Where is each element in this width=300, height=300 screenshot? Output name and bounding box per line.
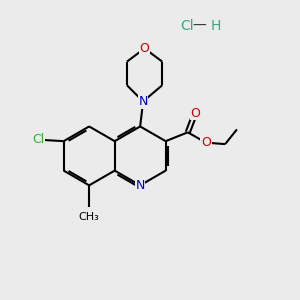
Text: O: O [140, 42, 149, 55]
Text: H: H [210, 19, 221, 33]
Text: Cl: Cl [32, 133, 45, 146]
Text: O: O [190, 107, 200, 120]
Text: CH₃: CH₃ [79, 212, 100, 222]
Text: O: O [201, 136, 211, 149]
Text: Cl: Cl [181, 19, 194, 33]
Text: —: — [193, 19, 206, 33]
Text: N: N [138, 95, 148, 108]
Text: N: N [136, 179, 145, 192]
